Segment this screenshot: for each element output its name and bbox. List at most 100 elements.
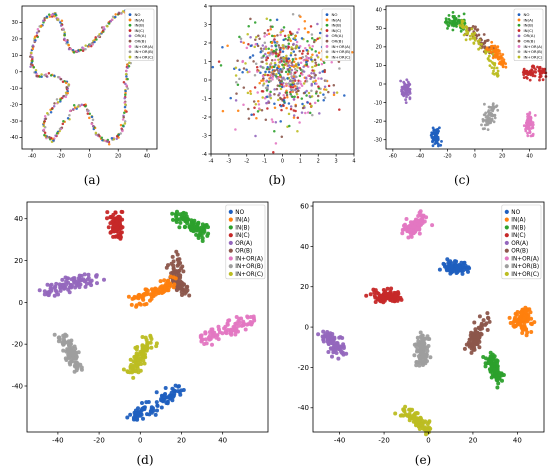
- point: [261, 90, 265, 93]
- point: [501, 53, 505, 56]
- point: [298, 49, 301, 53]
- point: [416, 360, 420, 365]
- point: [289, 93, 292, 96]
- point: [293, 77, 296, 81]
- y-tick-label: -20: [298, 364, 309, 372]
- point: [457, 14, 461, 18]
- point: [279, 31, 282, 34]
- point: [84, 48, 87, 51]
- point: [476, 338, 481, 343]
- point: [420, 351, 424, 355]
- y-tick-label: 3: [204, 22, 207, 28]
- point: [88, 112, 91, 115]
- point: [60, 277, 65, 282]
- point: [255, 35, 258, 39]
- point: [85, 277, 90, 282]
- point: [405, 78, 409, 82]
- point: [424, 432, 428, 437]
- point: [43, 119, 46, 123]
- point: [76, 350, 81, 355]
- point: [40, 75, 43, 79]
- point: [525, 125, 528, 129]
- point: [141, 297, 146, 302]
- point: [159, 397, 164, 401]
- legend-marker: [128, 45, 132, 48]
- point: [283, 57, 286, 60]
- legend-marker: [128, 13, 132, 17]
- point: [445, 22, 448, 25]
- point: [68, 109, 72, 113]
- point: [481, 318, 486, 323]
- point: [164, 395, 169, 400]
- x-tick-label: -40: [416, 154, 424, 160]
- point: [473, 31, 477, 35]
- legend-label: OR(A): [235, 241, 252, 247]
- point: [282, 26, 286, 29]
- point: [420, 426, 425, 431]
- y-tick-label: 0: [379, 82, 382, 88]
- point: [154, 400, 159, 405]
- point: [308, 94, 311, 98]
- point: [135, 410, 140, 415]
- point: [126, 77, 129, 81]
- point: [234, 321, 239, 326]
- point: [467, 266, 472, 271]
- point: [481, 119, 485, 123]
- point: [532, 320, 537, 325]
- point: [124, 93, 127, 96]
- legend-d: NO IN(A)IN(B) IN(C) OR(A) OR(B)IN+OR(A) IN+OR…: [225, 204, 266, 280]
- point: [229, 96, 232, 100]
- point: [404, 93, 408, 96]
- point: [110, 219, 115, 224]
- point: [94, 36, 97, 39]
- point: [438, 126, 441, 130]
- chart-d-svg: -40 -20 0 20 40 -40 -20 0 20 40 NO IN(A)IN(B) IN(C) O…: [12, 201, 269, 445]
- point: [113, 222, 118, 227]
- point: [477, 314, 482, 319]
- point: [115, 135, 119, 138]
- legend-label: IN+OR(B): [135, 49, 154, 54]
- point: [344, 351, 349, 356]
- point: [251, 54, 255, 57]
- point: [250, 113, 253, 117]
- y-tick-label: 30: [12, 20, 18, 26]
- point: [138, 413, 143, 418]
- point: [192, 218, 197, 223]
- point: [486, 38, 490, 42]
- point: [289, 85, 293, 89]
- point: [59, 21, 62, 24]
- point: [452, 24, 456, 28]
- point: [242, 86, 246, 89]
- point: [290, 32, 293, 36]
- point: [66, 117, 70, 120]
- point: [539, 69, 542, 73]
- point: [292, 89, 295, 92]
- point: [65, 86, 68, 89]
- point: [488, 350, 493, 355]
- legend-marker: [504, 264, 509, 269]
- x-tick-label: -20: [378, 437, 389, 445]
- point: [52, 293, 57, 298]
- point: [490, 47, 494, 51]
- point: [242, 67, 246, 70]
- point: [88, 116, 91, 120]
- point: [291, 95, 294, 99]
- point: [180, 211, 185, 216]
- point: [110, 136, 114, 140]
- x-tick-label: 0: [473, 154, 476, 160]
- point: [475, 333, 480, 338]
- point: [461, 268, 466, 273]
- point: [279, 48, 282, 51]
- point: [219, 64, 223, 67]
- point: [316, 56, 320, 59]
- caption-b: (b): [268, 173, 286, 187]
- point: [162, 278, 167, 283]
- legend-marker: [228, 271, 233, 277]
- point: [67, 343, 71, 348]
- series-no: [437, 257, 472, 276]
- point: [73, 285, 78, 290]
- legend-e: NO IN(A)IN(B) IN(C) OR(A) OR(B)IN+OR(A) IN+OR…: [501, 204, 542, 280]
- point: [130, 370, 134, 375]
- point: [337, 60, 341, 64]
- point: [170, 254, 175, 259]
